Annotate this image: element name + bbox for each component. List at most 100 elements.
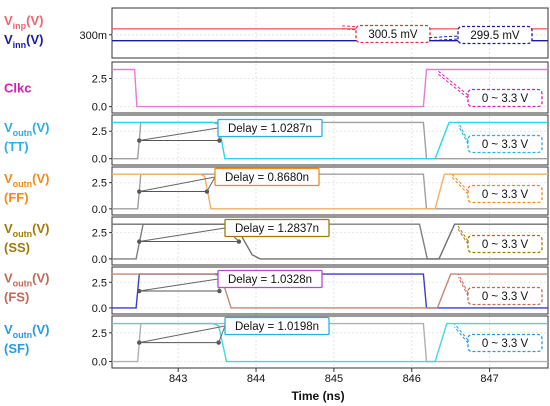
callout-box <box>217 118 323 138</box>
y-axis-label-main: (SF) <box>4 341 29 356</box>
y-axis-label-main: Clkc <box>4 81 31 96</box>
series-Clkc <box>112 68 548 108</box>
callout-text: 300.5 mV <box>368 29 418 41</box>
callout-text: Delay = 0.8680n <box>225 172 309 184</box>
callout-text: Delay = 1.2837n <box>235 223 319 235</box>
y-axis-label-main: V <box>4 13 13 28</box>
callout-text: 0 ~ 3.3 V <box>482 239 529 251</box>
callout-box <box>217 269 323 289</box>
y-axis-label-sub: outn <box>13 279 33 289</box>
y-tick-label: 2.5 <box>92 328 107 340</box>
callout-leader <box>451 174 469 192</box>
y-axis-label-unit: (V) <box>26 32 43 47</box>
y-tick-label: 300m <box>79 30 107 42</box>
y-axis-label: (SS) <box>4 240 30 255</box>
y-axis-label-main: V <box>4 221 13 236</box>
callout-leader <box>456 224 469 242</box>
y-axis-label-sub: outn <box>13 330 33 340</box>
y-tick-label: 2.5 <box>92 277 107 289</box>
panel-frame <box>111 114 549 166</box>
callout-leader <box>139 278 219 292</box>
y-axis-label-main: (SS) <box>4 240 30 255</box>
y-axis-label-unit: (V) <box>26 13 43 28</box>
y-axis-label-sub: inp <box>13 21 27 31</box>
callout-text: 0 ~ 3.3 V <box>482 291 529 303</box>
y-axis-label-sub: outn <box>13 128 33 138</box>
callout-box <box>467 134 543 154</box>
callout-box <box>457 25 533 45</box>
callout-box <box>224 218 330 238</box>
callout-box <box>467 184 543 204</box>
y-axis-label-sub: outn <box>13 179 33 189</box>
callout-box <box>467 88 543 108</box>
x-tick-label: 843 <box>169 373 187 385</box>
callout-text: 0 ~ 3.3 V <box>482 93 529 105</box>
panel-fs: 2.5 0.0 Voutn(V)(FS) Delay = 1.0328n 0 ~ 3.3… <box>4 266 549 315</box>
callout-box <box>467 333 543 353</box>
callout-leader <box>139 325 226 344</box>
y-axis-label-unit: (V) <box>32 271 49 286</box>
panel-frame <box>111 61 549 114</box>
callout-text: Delay = 1.0328n <box>228 274 312 286</box>
x-tick-label: 845 <box>325 373 343 385</box>
panel-frame <box>111 216 549 266</box>
x-axis: 843 844 845 846 847 Time (ns) <box>169 368 499 403</box>
y-axis-label-unit: (V) <box>32 322 49 337</box>
panel-frame <box>111 7 549 59</box>
callout-box <box>214 167 320 187</box>
panel-ff: 2.5 0.0 Voutn(V)(FF) Delay = 0.8680n 0 ~ 3.3… <box>4 166 549 216</box>
y-axis-label: Voutn(V) <box>4 322 50 340</box>
callout-box <box>467 286 543 306</box>
y-tick-label: 0.0 <box>92 357 107 369</box>
callout-text: 0 ~ 3.3 V <box>482 189 529 201</box>
y-tick-label: 0.0 <box>92 303 107 315</box>
panel-tt: 2.5 0.0 Voutn(V)(TT) Delay = 1.0287n 0 ~ 3.3… <box>4 114 549 166</box>
x-tick-label: 844 <box>247 373 265 385</box>
y-axis-label-main: V <box>4 171 13 186</box>
callout-leader <box>436 72 469 99</box>
y-axis-label: (FS) <box>4 290 29 305</box>
y-axis-label: (FF) <box>4 190 29 205</box>
callout-text: 299.5 mV <box>470 30 520 42</box>
panel-frame <box>111 266 549 315</box>
y-tick-label: 0.0 <box>92 254 107 266</box>
callout-box <box>355 24 431 44</box>
y-axis-label: Vinn(V) <box>4 32 44 50</box>
y-axis-label-sub: outn <box>13 229 33 239</box>
callout-leader <box>454 323 469 341</box>
y-axis-label: Voutn(V) <box>4 271 50 289</box>
callout-text: Delay = 1.0198n <box>235 321 319 333</box>
callout-leader <box>451 177 469 195</box>
callout-leader <box>206 176 216 192</box>
y-axis-label-unit: (V) <box>32 221 49 236</box>
callout-leader <box>139 227 226 243</box>
x-tick-label: 847 <box>480 373 498 385</box>
y-tick-label: 0.0 <box>92 102 107 114</box>
y-axis-label-main: V <box>4 271 13 286</box>
callout-leader <box>218 325 226 343</box>
callout-leader <box>458 276 469 297</box>
y-axis-label: (TT) <box>4 139 29 154</box>
callout-text: Delay = 1.0287n <box>228 123 312 135</box>
callout-box <box>224 316 330 336</box>
panel-frame <box>111 166 549 216</box>
y-axis-label-main: (FS) <box>4 290 29 305</box>
y-axis-label-unit: (V) <box>32 120 49 135</box>
y-axis-label: Clkc <box>4 81 31 96</box>
y-tick-label: 2.5 <box>92 178 107 190</box>
x-tick-label: 846 <box>403 373 421 385</box>
y-axis-label-main: V <box>4 120 13 135</box>
panel-frame <box>111 315 549 369</box>
y-tick-label: 0.0 <box>92 204 107 216</box>
callout-leader <box>458 273 469 294</box>
y-axis-label-main: (TT) <box>4 139 29 154</box>
series-Voutn(SF) <box>112 322 548 363</box>
y-axis-label: Voutn(V) <box>4 120 50 138</box>
series-Voutn(FF) <box>112 173 548 210</box>
x-axis-title: Time (ns) <box>291 389 344 403</box>
y-tick-label: 2.5 <box>92 126 107 138</box>
callout-leader <box>458 125 469 145</box>
y-tick-label: 2.5 <box>92 74 107 86</box>
